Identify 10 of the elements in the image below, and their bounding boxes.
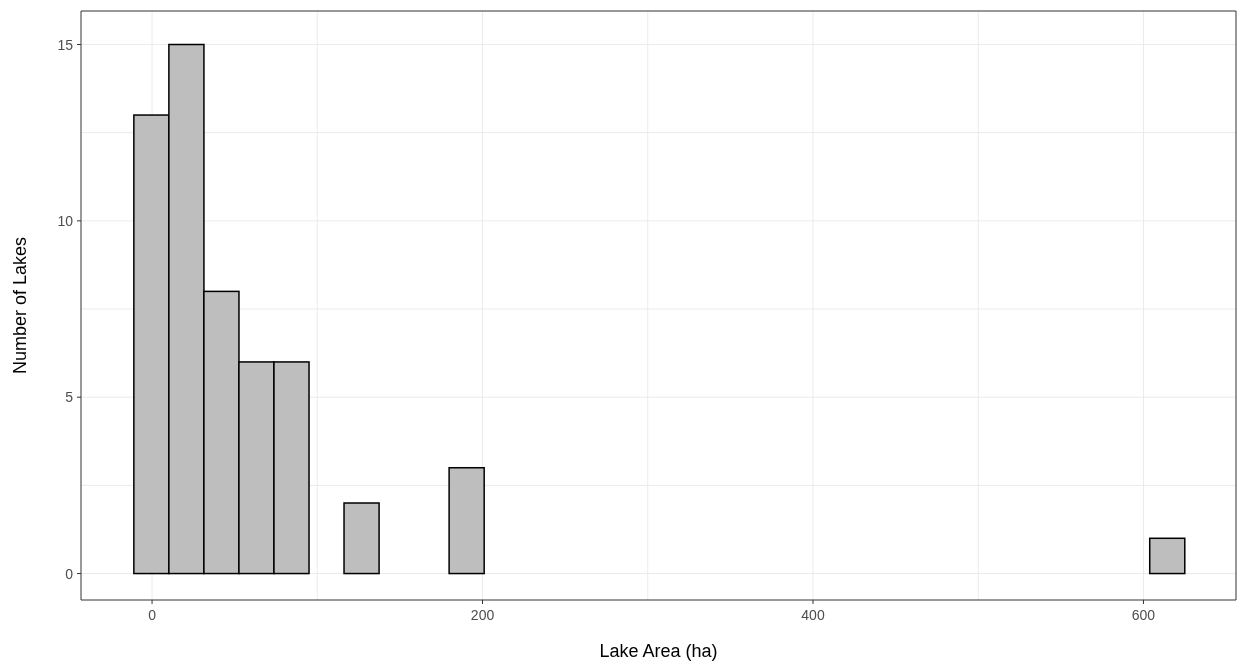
y-tick-label: 5 <box>65 389 74 406</box>
x-tick-label: 400 <box>801 607 825 623</box>
y-tick-label: 10 <box>57 212 74 229</box>
y-axis-title: Number of Lakes <box>10 236 31 375</box>
x-tick-label: 200 <box>470 607 495 623</box>
y-tick-label: 0 <box>65 565 74 582</box>
x-axis-title: Lake Area (ha) <box>599 641 718 661</box>
y-tick-label: 15 <box>57 36 74 53</box>
x-tick-label: 0 <box>148 607 157 623</box>
x-tick-label: 600 <box>1131 607 1156 623</box>
